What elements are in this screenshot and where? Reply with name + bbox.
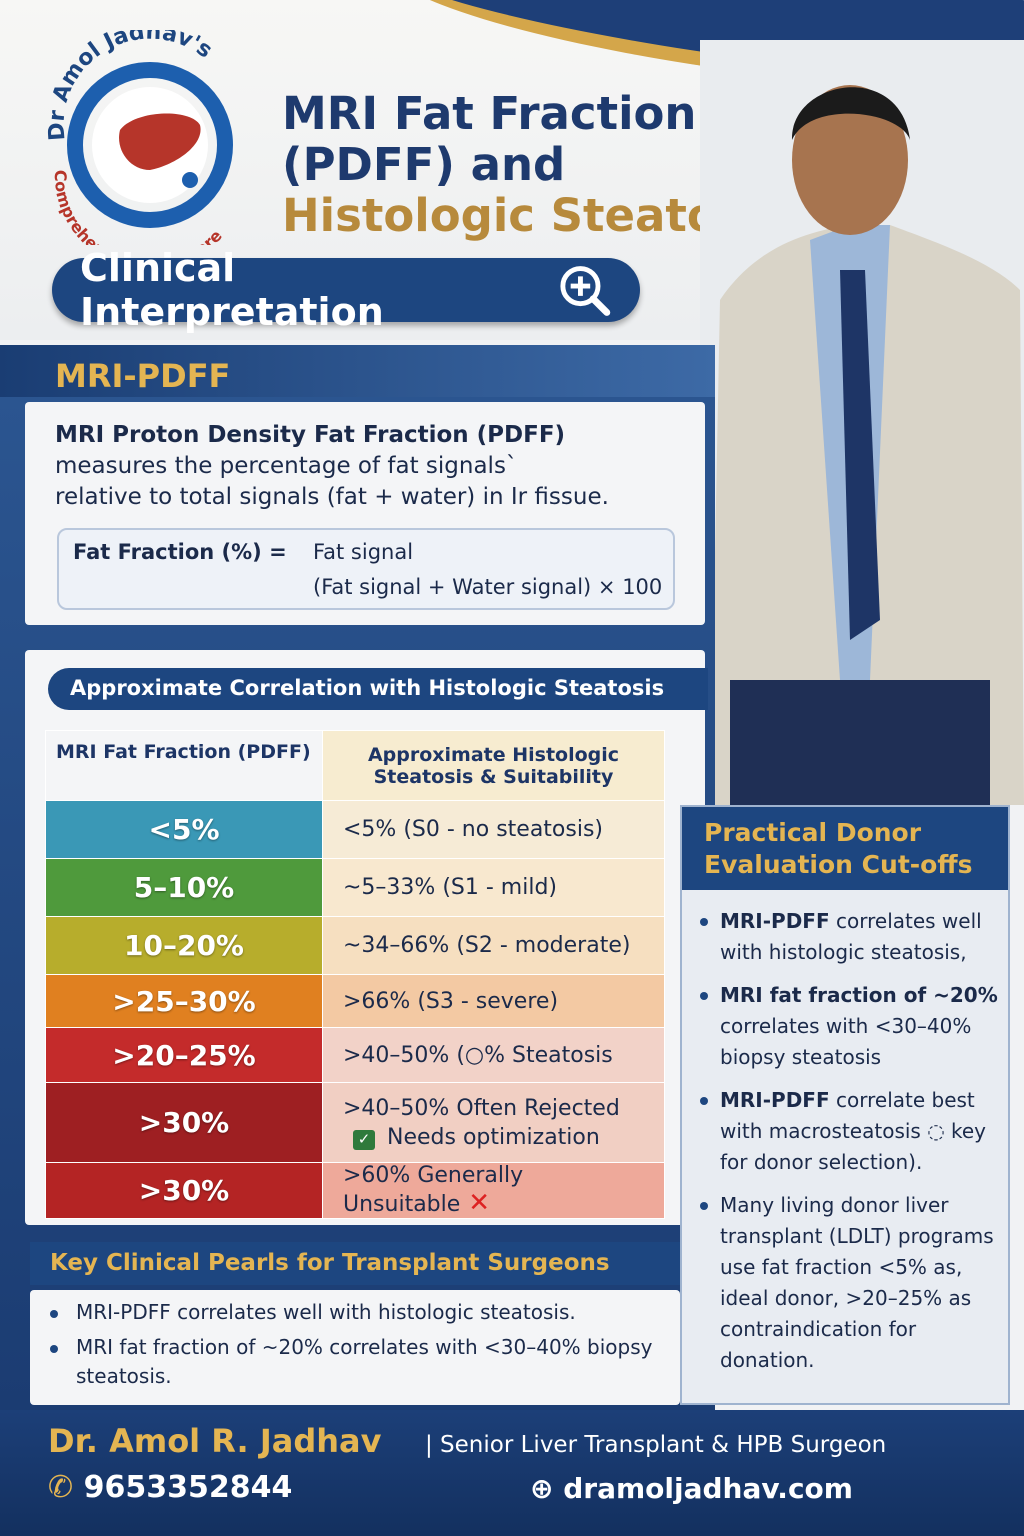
section-band (0, 345, 715, 397)
phone-number: 9653352844 (83, 1470, 293, 1505)
surgeon-portrait (700, 40, 1024, 805)
definition-line2: relative to total signals (fat + water) … (55, 484, 609, 510)
table-header-row: MRI Fat Fraction (PDFF) Approximate Hist… (45, 730, 665, 801)
mri-pdff-heading: MRI-PDFF (55, 357, 231, 395)
histology-text: >40–50% (○% Steatosis (343, 1042, 613, 1068)
table-row: >20–25% >40–50% (○% Steatosis (45, 1027, 665, 1083)
histology-text: ~34–66% (S2 - moderate) (343, 933, 631, 958)
donor-cutoffs-heading: Practical Donor Evaluation Cut-offs (682, 807, 1008, 890)
donor-cutoffs-panel: Practical Donor Evaluation Cut-offs MRI-… (680, 805, 1010, 1405)
donor-cutoff-item: MRI-PDFF correlate best with macrosteato… (700, 1085, 998, 1178)
item-text: correlates with <30–40% biopsy steatosis (720, 1014, 972, 1069)
item-text: Many living donor liver transplant (LDLT… (720, 1193, 994, 1372)
definition-term: MRI Proton Density Fat Fraction (PDFF) (55, 422, 566, 448)
table-row: 5–10% ~5–33% (S1 - mild) (45, 858, 665, 917)
item-bold: MRI-PDFF (720, 1088, 830, 1112)
pdff-cell: >25–30% (45, 974, 323, 1028)
histology-cell: ~5–33% (S1 - mild) (322, 858, 665, 917)
histology-cell: <5% (S0 - no steatosis) (322, 800, 665, 859)
banner-label: Clinical Interpretation (80, 246, 384, 334)
phone[interactable]: ✆ 9653352844 (48, 1470, 292, 1505)
doctor-name: Dr. Amol R. Jadhav (48, 1422, 382, 1460)
pdff-cell: 5–10% (45, 858, 323, 917)
website-link[interactable]: ⊕ dramoljadhav.com (530, 1472, 853, 1505)
item-text: correlates well with histologic steatosi… (720, 909, 982, 964)
pdff-cell: 10–20% (45, 916, 323, 975)
histology-text: <5% (S0 - no steatosis) (343, 817, 604, 842)
correlation-table: MRI Fat Fraction (PDFF) Approximate Hist… (45, 730, 665, 1219)
donor-cutoff-item: MRI-PDFF correlates well with histologic… (700, 906, 998, 968)
pearl-item: MRI-PDFF correlates well with histologic… (50, 1298, 660, 1327)
phone-icon: ✆ (48, 1470, 84, 1505)
table-row: >25–30% >66% (S3 - severe) (45, 974, 665, 1028)
histology-cell: >60% Generally Unsuitable ✕ (322, 1162, 665, 1219)
zoom-in-magnifier-icon (560, 266, 611, 316)
pearls-heading: Key Clinical Pearls for Transplant Surge… (30, 1242, 680, 1285)
item-bold: MRI-PDFF (720, 909, 830, 933)
definition-line1: measures the percentage of fat signals` (55, 453, 518, 479)
pdff-cell: <5% (45, 800, 323, 859)
histology-text: ~5–33% (S1 - mild) (343, 875, 557, 900)
website-text: dramoljadhav.com (563, 1472, 853, 1505)
title-line1: MRI Fat Fraction (282, 87, 697, 140)
fat-fraction-formula: Fat Fraction (%) = Fat signal (Fat signa… (57, 528, 675, 610)
formula-numerator: Fat signal (313, 540, 414, 564)
pdff-cell: >30% (45, 1082, 323, 1163)
footer (0, 1410, 1024, 1536)
histology-cell: >40–50% (○% Steatosis (322, 1027, 665, 1083)
formula-label: Fat Fraction (%) = (73, 540, 287, 564)
pearl-item: MRI fat fraction of ~20% correlates with… (50, 1333, 660, 1391)
clinical-interpretation-banner: Clinical Interpretation (52, 246, 640, 334)
suitability-note: Needs optimization (387, 1124, 600, 1150)
column-header-pdff: MRI Fat Fraction (PDFF) (45, 730, 323, 801)
globe-icon: ⊕ (530, 1472, 564, 1505)
table-row: <5% <5% (S0 - no steatosis) (45, 800, 665, 859)
doctor-role: | Senior Liver Transplant & HPB Surgeon (425, 1432, 887, 1458)
column-header-histology: Approximate Histologic Steatosis & Suita… (322, 730, 665, 801)
correlation-heading: Approximate Correlation with Histologic … (48, 668, 708, 710)
item-text: correlate best with macrosteatosis ◌ key… (720, 1088, 987, 1174)
clinic-logo: Dr Amol Jadhav's Comprehensive Liver Car… (44, 30, 233, 245)
table-row: >30% >40–50% Often Rejected ✓ Needs optimiz… (45, 1082, 665, 1163)
cross-icon: ✕ (468, 1188, 491, 1218)
title-line2: (PDFF) and (282, 138, 566, 191)
table-row: >30% >60% Generally Unsuitable ✕ (45, 1162, 665, 1219)
histology-text: >40–50% Often Rejected (343, 1095, 620, 1121)
item-bold: MRI fat fraction of ~20% (720, 983, 998, 1007)
check-icon: ✓ (353, 1129, 375, 1150)
donor-cutoff-item: Many living donor liver transplant (LDLT… (700, 1190, 998, 1376)
histology-cell: >40–50% Often Rejected ✓ Needs optimizatio… (322, 1082, 665, 1163)
histology-cell: ~34–66% (S2 - moderate) (322, 916, 665, 975)
pdff-cell: >20–25% (45, 1027, 323, 1083)
donor-cutoff-item: MRI fat fraction of ~20% correlates with… (700, 980, 998, 1073)
table-row: 10–20% ~34–66% (S2 - moderate) (45, 916, 665, 975)
pearls-box: MRI-PDFF correlates well with histologic… (30, 1290, 680, 1405)
histology-text: >66% (S3 - severe) (343, 988, 559, 1014)
histology-cell: >66% (S3 - severe) (322, 974, 665, 1028)
pdff-cell: >30% (45, 1162, 323, 1219)
histology-text: >60% Generally Unsuitable (343, 1163, 524, 1217)
formula-denominator: (Fat signal + Water signal) × 100 (313, 575, 663, 599)
